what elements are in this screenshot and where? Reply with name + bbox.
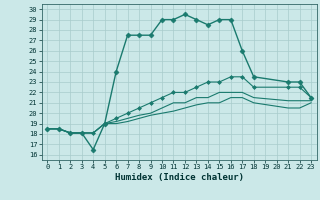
X-axis label: Humidex (Indice chaleur): Humidex (Indice chaleur) <box>115 173 244 182</box>
